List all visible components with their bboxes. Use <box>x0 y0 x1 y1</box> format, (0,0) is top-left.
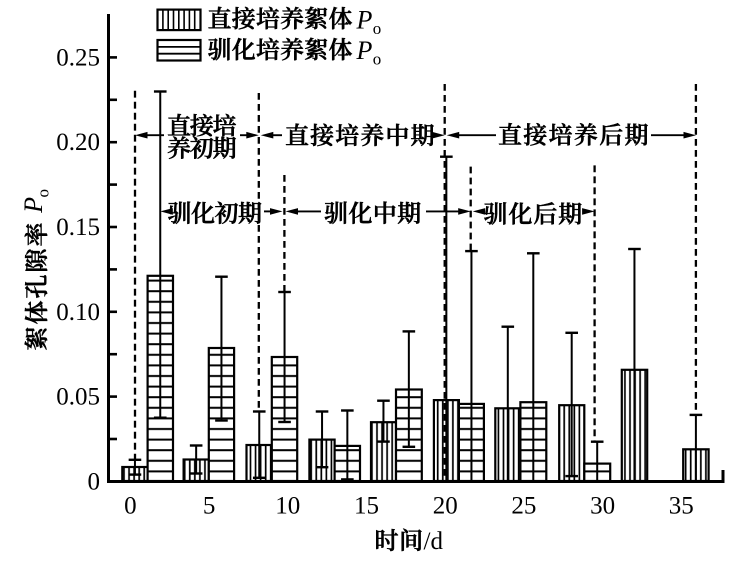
svg-text:25: 25 <box>511 493 536 520</box>
svg-text:0.05: 0.05 <box>56 384 100 411</box>
svg-text:35: 35 <box>669 493 694 520</box>
svg-text:o: o <box>34 189 53 198</box>
svg-text:P: P <box>19 197 48 214</box>
svg-text:0.25: 0.25 <box>56 44 100 71</box>
svg-text:0.20: 0.20 <box>56 129 100 156</box>
svg-text:o: o <box>373 19 382 38</box>
svg-text:5: 5 <box>203 493 216 520</box>
svg-text:15: 15 <box>354 493 379 520</box>
svg-text:P: P <box>356 5 373 34</box>
svg-text:10: 10 <box>275 493 300 520</box>
svg-text:0: 0 <box>124 493 137 520</box>
svg-text:20: 20 <box>433 493 458 520</box>
svg-text:30: 30 <box>590 493 615 520</box>
svg-text:P: P <box>356 36 373 65</box>
svg-text:0.10: 0.10 <box>56 299 100 326</box>
svg-text:0: 0 <box>88 468 101 495</box>
svg-text:/d: /d <box>424 528 444 555</box>
svg-text:o: o <box>373 49 382 68</box>
svg-text:0.15: 0.15 <box>56 214 100 241</box>
